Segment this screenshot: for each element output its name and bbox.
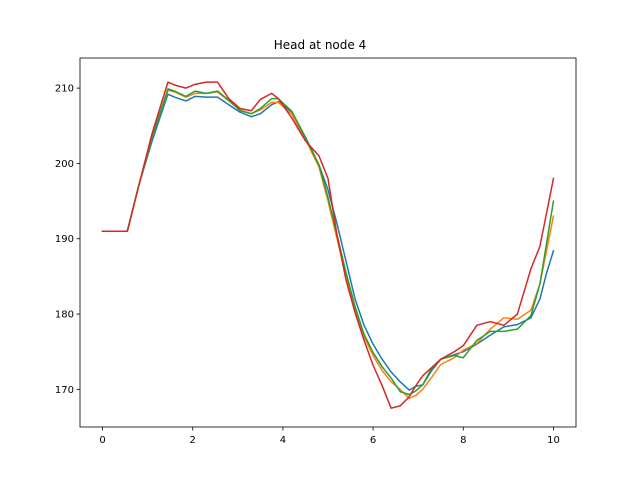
y-tick-label: 190 xyxy=(55,234,74,245)
x-tick-label: 6 xyxy=(370,435,376,446)
y-tick-label: 210 xyxy=(55,84,74,95)
chart-title: Head at node 4 xyxy=(274,38,366,52)
series-line-4 xyxy=(101,81,555,409)
x-tick-label: 2 xyxy=(190,435,196,446)
series-line-3 xyxy=(101,88,555,396)
series-layer xyxy=(101,81,555,409)
x-tick-label: 8 xyxy=(460,435,466,446)
plot-frame xyxy=(79,57,577,428)
y-tick-label: 170 xyxy=(55,385,74,396)
x-tick-label: 10 xyxy=(547,435,560,446)
axes-layer: 0 2 4 6 8 10 170 180 190 200 210 xyxy=(55,57,577,446)
x-tick-label: 0 xyxy=(99,435,105,446)
y-tick-label: 180 xyxy=(55,310,74,321)
x-tick-label: 4 xyxy=(280,435,286,446)
y-tick-label: 200 xyxy=(55,159,74,170)
